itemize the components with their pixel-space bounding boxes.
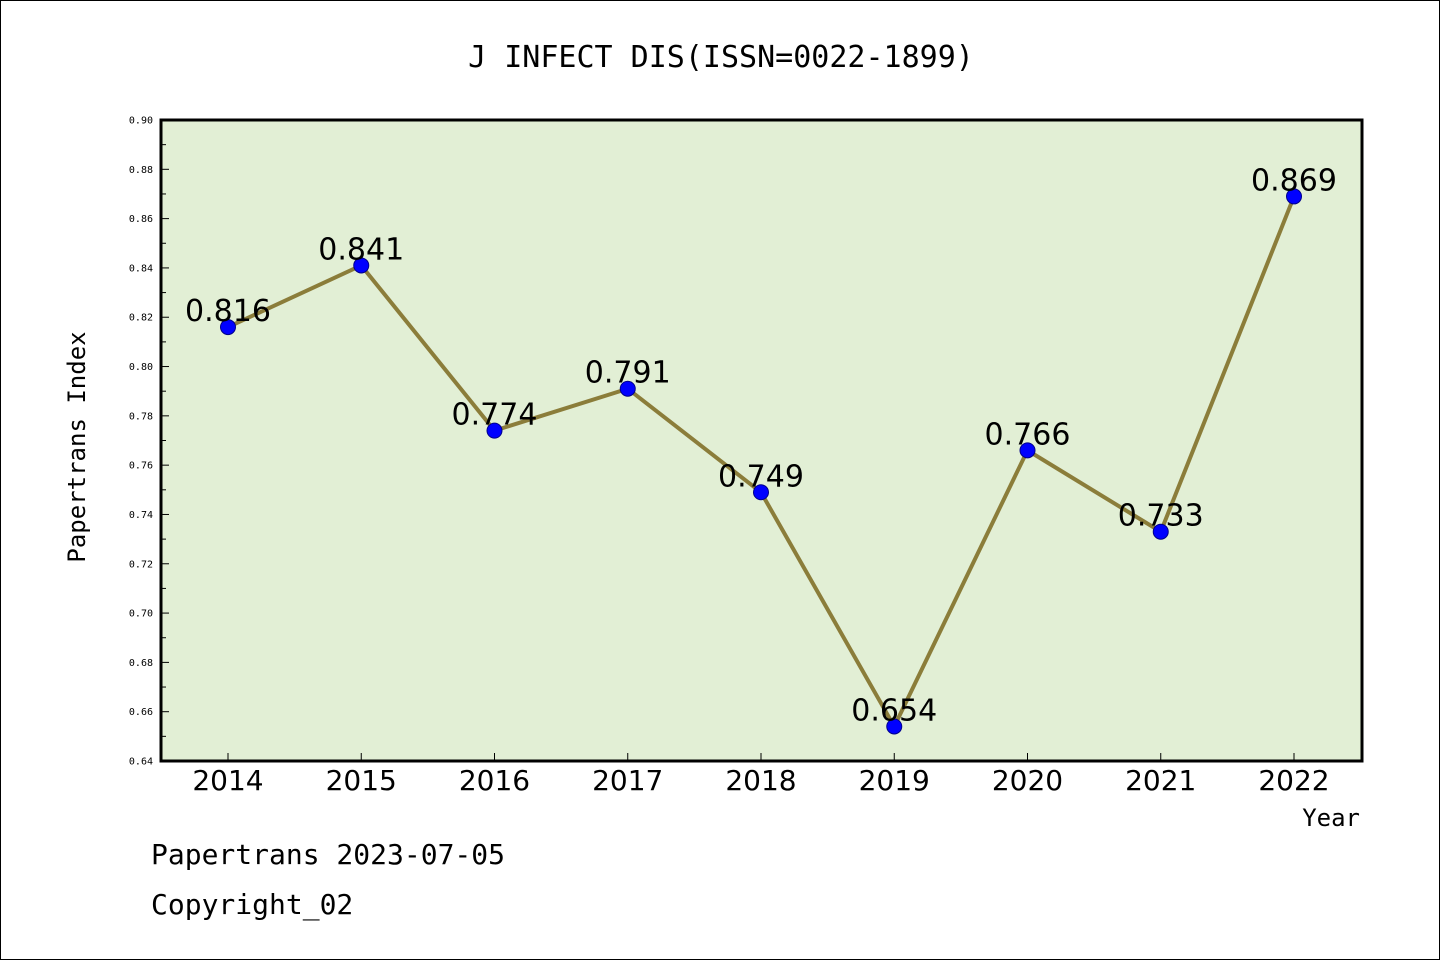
y-tick-label: 0.82 <box>129 313 153 324</box>
footer-date-line: Papertrans 2023-07-05 <box>151 838 505 871</box>
y-tick-label: 0.80 <box>129 362 153 373</box>
y-tick-label: 0.90 <box>129 116 153 127</box>
y-axis-label: Papertrans Index <box>63 331 91 562</box>
x-axis-ticks: 2014 2015 2016 2017 2018 2019 2020 2021 2022 <box>192 753 1330 797</box>
x-tick-label: 2016 <box>459 764 530 797</box>
data-label: 0.654 <box>851 693 937 728</box>
y-tick-label: 0.64 <box>129 757 153 768</box>
x-tick-label: 2018 <box>725 764 796 797</box>
data-label: 0.791 <box>585 356 671 391</box>
y-tick-label: 0.74 <box>129 510 153 521</box>
y-tick-label: 0.84 <box>129 263 153 274</box>
data-label: 0.766 <box>985 417 1071 452</box>
data-point <box>753 484 769 501</box>
y-tick-label: 0.78 <box>129 411 153 422</box>
data-point <box>353 257 370 274</box>
y-tick-label: 0.66 <box>129 707 153 718</box>
data-point <box>619 380 636 397</box>
data-point <box>1286 188 1302 205</box>
y-axis-ticks: 0.64 0.66 0.68 0.70 0.72 0.74 0.76 0.78 0.80 0.82… <box>129 116 169 768</box>
y-tick-label: 0.68 <box>129 658 153 669</box>
x-tick-label: 2020 <box>992 764 1063 797</box>
x-tick-label: 2015 <box>326 764 397 797</box>
x-tick-label: 2019 <box>859 764 930 797</box>
data-point <box>486 422 503 439</box>
data-label: 0.841 <box>318 232 404 267</box>
plot-area <box>159 118 1364 763</box>
x-tick-label: 2017 <box>592 764 663 797</box>
y-tick-label: 0.72 <box>129 559 153 570</box>
y-tick-label: 0.70 <box>129 609 153 620</box>
series-layer <box>220 188 1302 735</box>
data-point <box>220 319 236 336</box>
chart-title: J INFECT DIS(ISSN=0022-1899) <box>468 40 974 75</box>
y-tick-label: 0.86 <box>129 214 153 225</box>
y-tick-label: 0.76 <box>129 461 153 472</box>
data-point <box>886 718 903 735</box>
data-label-layer: 0.816 0.841 0.774 0.791 0.749 0.654 0.766 0.733… <box>185 163 1337 728</box>
y-tick-label: 0.88 <box>129 165 153 176</box>
x-tick-label: 2022 <box>1258 764 1329 797</box>
data-label: 0.774 <box>452 398 538 433</box>
data-label: 0.816 <box>185 294 271 329</box>
x-axis-label: Year <box>1302 804 1360 832</box>
data-point <box>1152 523 1169 540</box>
data-label: 0.733 <box>1118 499 1204 534</box>
data-label: 0.749 <box>718 459 804 494</box>
x-tick-label: 2014 <box>192 764 263 797</box>
data-point <box>1019 442 1036 459</box>
x-tick-label: 2021 <box>1125 764 1196 797</box>
footer-copyright: Copyright_02 <box>151 888 353 922</box>
data-label: 0.869 <box>1251 163 1337 198</box>
